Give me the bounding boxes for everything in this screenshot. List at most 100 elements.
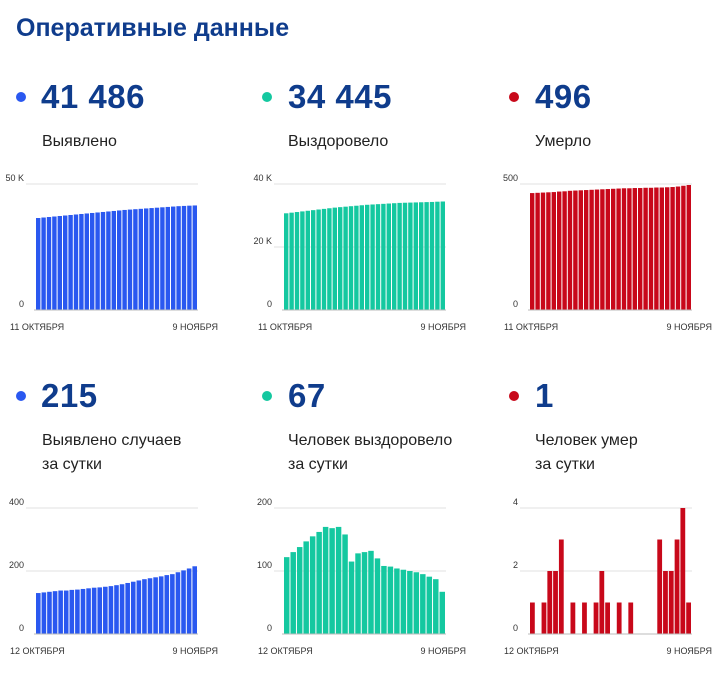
bar — [386, 203, 391, 310]
y-tick-label: 50 K — [5, 173, 24, 183]
label: Выздоровело — [288, 130, 388, 154]
bar — [142, 579, 147, 634]
bar — [338, 207, 343, 310]
bar — [387, 566, 394, 634]
bar — [628, 602, 634, 634]
x-end-label: 9 НОЯБРЯ — [172, 646, 218, 656]
bar — [675, 186, 681, 310]
bar — [309, 536, 316, 634]
y-tick-label: 100 — [257, 560, 272, 570]
bar — [108, 586, 114, 634]
bar — [117, 210, 122, 310]
bar — [73, 214, 79, 310]
y-tick-label: 200 — [9, 560, 24, 570]
bar — [394, 568, 400, 634]
y-tick-label: 0 — [267, 299, 272, 309]
bar — [52, 216, 57, 310]
bar — [584, 190, 589, 310]
dot-icon — [262, 391, 272, 401]
x-end-label: 9 НОЯБРЯ — [420, 646, 466, 656]
y-tick-label: 2 — [513, 560, 518, 570]
bar — [103, 586, 108, 634]
bar — [429, 201, 435, 310]
bar — [668, 571, 674, 634]
bar — [335, 526, 342, 634]
bar — [551, 192, 556, 310]
bar — [97, 587, 103, 634]
label-line1: Выздоровело — [288, 133, 389, 150]
bar — [111, 210, 116, 310]
bar — [305, 210, 310, 310]
bar — [69, 589, 75, 634]
chart-daily-detected: 0 200 400 12 ОКТЯБРЯ 9 НОЯБРЯ — [9, 497, 218, 656]
bar — [158, 576, 164, 634]
dot-icon — [16, 92, 26, 102]
bar — [558, 539, 564, 634]
bar — [127, 209, 133, 310]
value: 215 — [41, 377, 98, 414]
bar — [144, 208, 149, 310]
value: 41 486 — [41, 78, 145, 115]
bar — [370, 204, 375, 310]
page-title: Оперативные данные — [16, 14, 290, 42]
bar — [557, 191, 562, 310]
label: Умерло — [535, 130, 591, 154]
bar — [149, 208, 154, 310]
bar — [605, 602, 610, 634]
bar — [47, 591, 52, 634]
bar — [589, 189, 594, 310]
bar — [674, 539, 680, 634]
bar — [648, 187, 654, 310]
bar — [582, 602, 587, 634]
bar — [413, 202, 418, 310]
y-tick-label: 4 — [513, 497, 518, 507]
bar — [153, 577, 158, 634]
label-line1: Человек выздоровело — [288, 432, 453, 449]
bar — [686, 185, 691, 310]
bar — [621, 188, 627, 310]
bar — [332, 207, 337, 310]
bar — [91, 587, 97, 634]
bar — [381, 203, 386, 310]
bar — [616, 188, 621, 310]
bar — [654, 187, 659, 310]
bar — [657, 539, 663, 634]
label: Выявлено — [42, 130, 117, 154]
bar — [284, 557, 290, 634]
bar — [375, 204, 381, 310]
bar — [342, 534, 348, 634]
y-tick-label: 0 — [19, 623, 24, 633]
bar — [187, 205, 192, 310]
bar — [80, 588, 86, 634]
bar — [540, 192, 546, 310]
bar — [175, 572, 181, 634]
bar — [329, 528, 335, 634]
bar — [593, 602, 599, 634]
bar — [192, 205, 197, 310]
bar — [176, 206, 181, 310]
bar — [400, 569, 407, 634]
bar — [420, 574, 426, 634]
label: Человек выздоровело за сутки — [288, 429, 452, 477]
bar — [290, 552, 296, 634]
bar — [186, 568, 192, 634]
bar — [192, 566, 197, 634]
bar — [413, 572, 420, 634]
bar — [567, 190, 573, 310]
bar — [670, 187, 675, 310]
bar — [578, 190, 583, 310]
bar — [426, 576, 433, 634]
bar — [58, 590, 63, 634]
bar — [68, 214, 73, 310]
label-line2: за сутки — [535, 456, 595, 473]
bar — [397, 202, 402, 310]
bar — [106, 211, 111, 310]
bar — [125, 582, 130, 634]
bar — [311, 210, 316, 310]
bar — [36, 218, 41, 310]
bar — [164, 575, 170, 634]
bar — [171, 206, 176, 310]
bar — [368, 550, 374, 634]
x-start-label: 12 ОКТЯБРЯ — [504, 646, 559, 656]
bar — [79, 213, 84, 310]
